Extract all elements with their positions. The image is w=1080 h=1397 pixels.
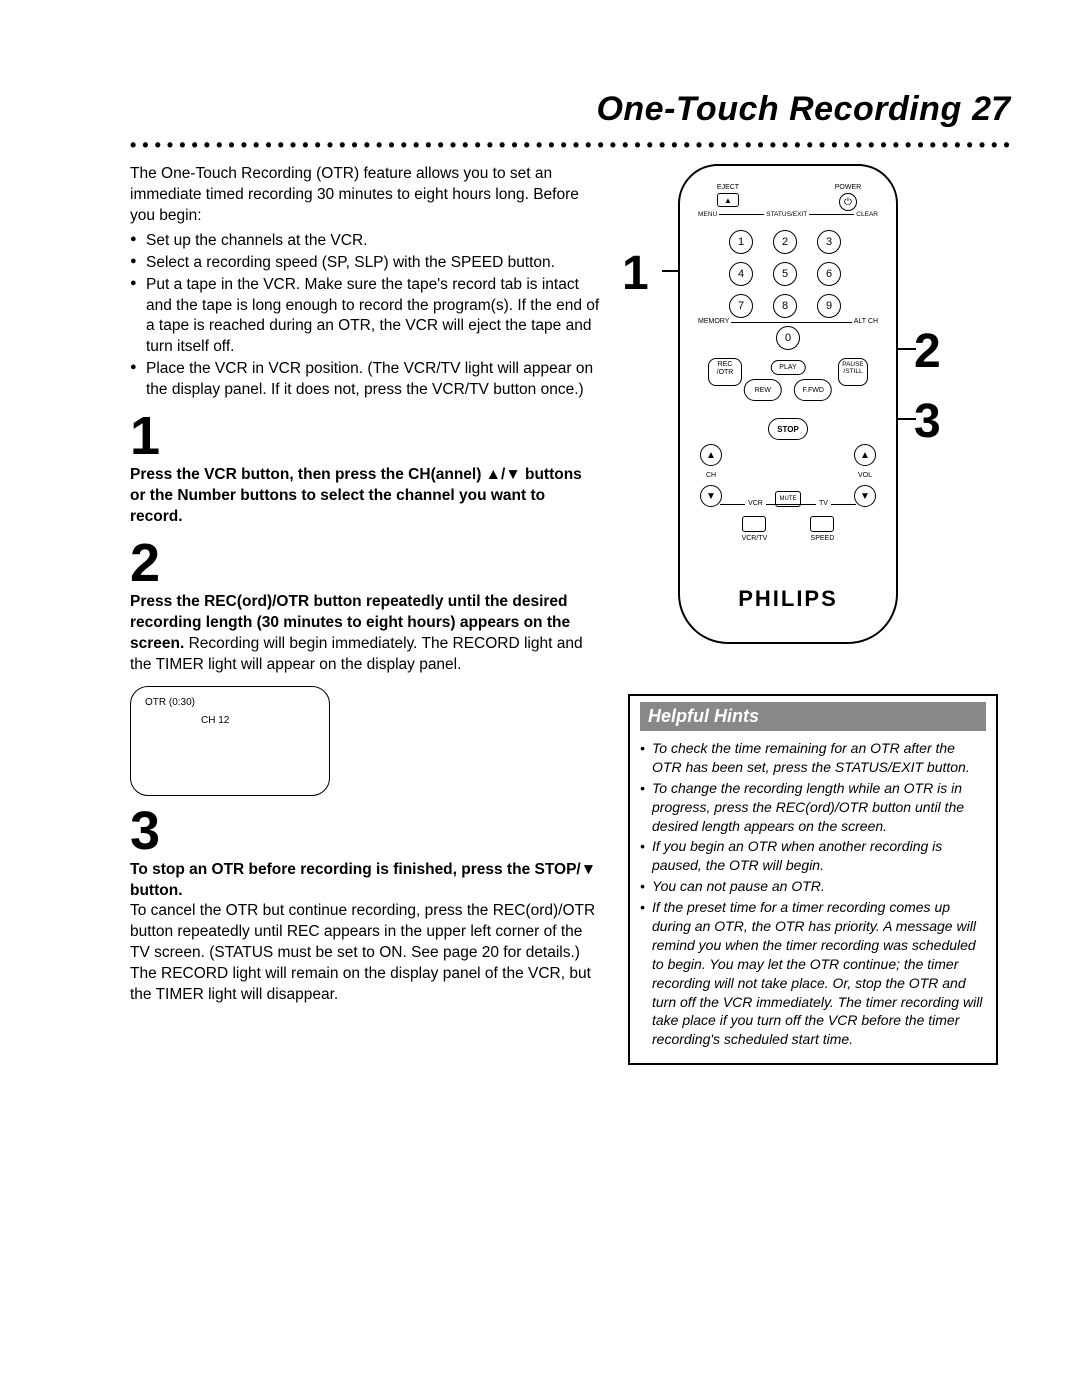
num-9: 9 <box>817 294 841 318</box>
vcr-label: VCR <box>745 500 766 507</box>
callout-2: 2 <box>914 324 941 379</box>
memory-label: MEMORY <box>696 318 731 325</box>
num-8: 8 <box>773 294 797 318</box>
ch-label: CH <box>706 472 716 479</box>
speed-button <box>810 516 834 532</box>
hint-item: You can not pause an OTR. <box>640 877 986 896</box>
num-5: 5 <box>773 262 797 286</box>
prep-item: Put a tape in the VCR. Make sure the tap… <box>130 275 600 359</box>
page-title: One-Touch Recording <box>596 90 961 129</box>
hint-item: If the preset time for a timer recording… <box>640 898 986 1049</box>
power-button: ⏻ <box>839 193 857 211</box>
rec-otr-button: REC /OTR <box>708 358 742 386</box>
prep-item: Select a recording speed (SP, SLP) with … <box>130 253 600 274</box>
tv-otr-text: OTR (0:30) <box>145 697 195 708</box>
num-2: 2 <box>773 230 797 254</box>
tv-label: TV <box>816 500 831 507</box>
vcrtv-label: VCR/TV <box>742 535 768 542</box>
num-4: 4 <box>729 262 753 286</box>
main-column: The One-Touch Recording (OTR) feature al… <box>130 164 600 1065</box>
ffwd-button: F.FWD <box>794 379 832 401</box>
callout-1: 1 <box>622 246 649 301</box>
remote-outline: EJECT ▲ POWER ⏻ MENU STATUS/EXIT CLEAR 1 2… <box>678 164 898 644</box>
ch-up-button: ▲ <box>700 444 722 466</box>
num-7: 7 <box>729 294 753 318</box>
page-number: 27 <box>972 90 1010 128</box>
step-2-number: 2 <box>130 536 600 590</box>
num-6: 6 <box>817 262 841 286</box>
num-3: 3 <box>817 230 841 254</box>
remote-diagram: 1 2 3 EJECT ▲ POWER ⏻ MENU STATUS/EXIT CLE… <box>628 164 998 654</box>
step-1-text: Press the VCR button, then press the CH(… <box>130 465 600 528</box>
status-label: STATUS/EXIT <box>764 211 809 223</box>
num-0: 0 <box>776 326 800 350</box>
menu-label: MENU <box>696 211 719 223</box>
step-1-bold: Press the VCR button, then press the CH(… <box>130 466 582 525</box>
power-label: POWER <box>835 184 861 191</box>
prep-item: Place the VCR in VCR position. (The VCR/… <box>130 359 600 401</box>
prep-list: Set up the channels at the VCR. Select a… <box>130 231 600 401</box>
hint-item: To check the time remaining for an OTR a… <box>640 739 986 777</box>
stop-button: STOP <box>768 418 808 440</box>
tv-ch-text: CH 12 <box>201 715 229 726</box>
side-column: 1 2 3 EJECT ▲ POWER ⏻ MENU STATUS/EXIT CLE… <box>628 164 998 1065</box>
tv-screen-diagram: OTR (0:30) CH 12 <box>130 686 330 796</box>
prep-item: Set up the channels at the VCR. <box>130 231 600 252</box>
step-3-number: 3 <box>130 804 600 858</box>
hint-item: To change the recording length while an … <box>640 779 986 836</box>
clear-label: CLEAR <box>854 211 880 223</box>
step-1-number: 1 <box>130 409 600 463</box>
brand-logo: PHILIPS <box>680 586 896 612</box>
pause-button: PAUSE /STILL <box>838 358 868 386</box>
step-2-rest: Recording will begin immediately. The RE… <box>130 635 583 673</box>
hints-list: To check the time remaining for an OTR a… <box>640 739 986 1049</box>
page-header: One-Touch Recording 27 <box>130 90 1010 129</box>
eject-button: ▲ <box>717 193 739 207</box>
eject-label: EJECT <box>717 184 739 191</box>
rew-button: REW <box>744 379 782 401</box>
vol-label: VOL <box>858 472 872 479</box>
ch-down-button: ▼ <box>700 485 722 507</box>
step-3-bold: To stop an OTR before recording is finis… <box>130 861 596 899</box>
header-divider: ••••••••••••••••••••••••••••••••••••••••… <box>130 135 1010 156</box>
vcrtv-button <box>742 516 766 532</box>
play-button: PLAY <box>770 360 805 375</box>
step-2-text: Press the REC(ord)/OTR button repeatedly… <box>130 592 600 676</box>
hints-title: Helpful Hints <box>640 702 986 731</box>
speed-label: SPEED <box>811 535 835 542</box>
vol-up-button: ▲ <box>854 444 876 466</box>
vol-down-button: ▼ <box>854 485 876 507</box>
number-pad: 1 2 3 4 5 6 7 8 9 <box>729 230 847 320</box>
step-3-rest: To cancel the OTR but continue recording… <box>130 901 600 1006</box>
callout-3: 3 <box>914 394 941 449</box>
num-1: 1 <box>729 230 753 254</box>
altch-label: ALT CH <box>852 318 880 325</box>
step-3-text: To stop an OTR before recording is finis… <box>130 860 600 902</box>
intro-text: The One-Touch Recording (OTR) feature al… <box>130 164 600 227</box>
helpful-hints-box: Helpful Hints To check the time remainin… <box>628 694 998 1065</box>
hint-item: If you begin an OTR when another recordi… <box>640 837 986 875</box>
